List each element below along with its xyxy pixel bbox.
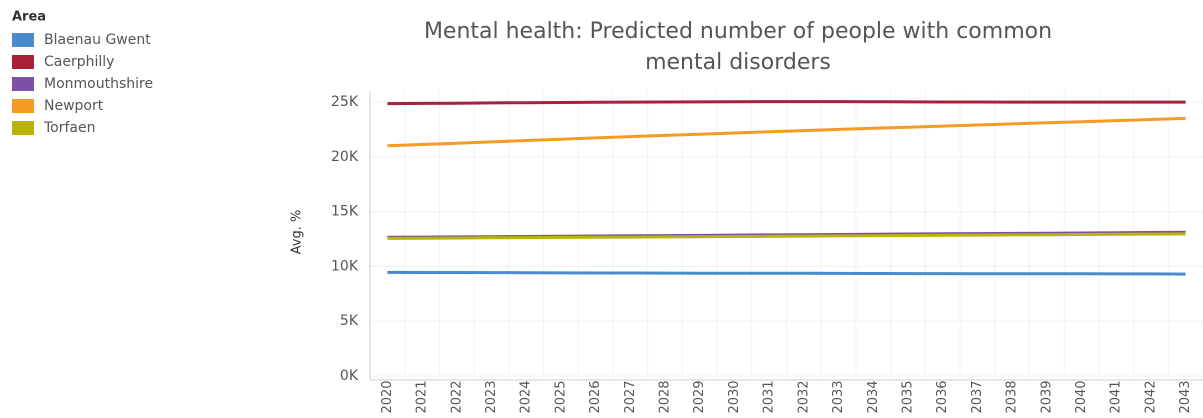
- x-tick-label: 2023: [484, 380, 499, 413]
- x-tick-label: 2031: [762, 380, 777, 413]
- x-tick-label: 2039: [1039, 380, 1054, 413]
- x-tick-label: 2041: [1109, 380, 1124, 413]
- x-tick-label: 2040: [1074, 380, 1089, 413]
- x-tick-label: 2034: [866, 380, 881, 413]
- legend-label: Newport: [44, 98, 104, 114]
- x-tick-label: 2030: [727, 380, 742, 413]
- x-tick-label: 2032: [796, 380, 811, 413]
- y-axis-title: Avg. %: [290, 210, 305, 255]
- x-tick-label: 2043: [1178, 380, 1193, 413]
- x-tick-label: 2020: [380, 380, 395, 413]
- x-tick-label: 2035: [900, 380, 915, 413]
- legend-title: Area: [12, 10, 46, 25]
- y-tick-label: 15K: [331, 204, 359, 220]
- legend-swatch: [12, 121, 34, 135]
- x-tick-label: 2029: [692, 380, 707, 413]
- y-tick-label: 25K: [331, 94, 359, 110]
- legend-label: Blaenau Gwent: [44, 32, 151, 48]
- series-line: [387, 100, 1186, 106]
- x-tick-label: 2021: [415, 380, 430, 413]
- legend-label: Torfaen: [43, 120, 96, 136]
- y-tick-label: 0K: [340, 368, 359, 384]
- x-tick-label: 2024: [519, 380, 534, 413]
- x-tick-label: 2022: [449, 380, 464, 413]
- x-tick-label: 2033: [831, 380, 846, 413]
- legend-label: Caerphilly: [44, 54, 114, 70]
- legend-swatch: [12, 33, 34, 47]
- series-line: [387, 232, 1186, 240]
- chart-title: Mental health: Predicted number of peopl…: [424, 19, 1052, 44]
- x-tick-label: 2038: [1005, 380, 1020, 413]
- x-tick-label: 2027: [623, 380, 638, 413]
- legend-label: Monmouthshire: [44, 76, 153, 92]
- y-tick-label: 20K: [331, 149, 359, 165]
- x-tick-label: 2037: [970, 380, 985, 413]
- series-line: [387, 116, 1186, 148]
- chart-title: mental disorders: [645, 50, 831, 75]
- x-tick-label: 2036: [935, 380, 950, 413]
- y-tick-label: 5K: [340, 313, 359, 329]
- x-tick-label: 2042: [1143, 380, 1158, 413]
- series-line: [387, 270, 1186, 276]
- x-tick-label: 2025: [553, 380, 568, 413]
- legend-swatch: [12, 77, 34, 91]
- legend-swatch: [12, 99, 34, 113]
- x-tick-label: 2026: [588, 380, 603, 413]
- x-tick-label: 2028: [658, 380, 673, 413]
- y-tick-label: 10K: [331, 258, 359, 274]
- legend-swatch: [12, 55, 34, 69]
